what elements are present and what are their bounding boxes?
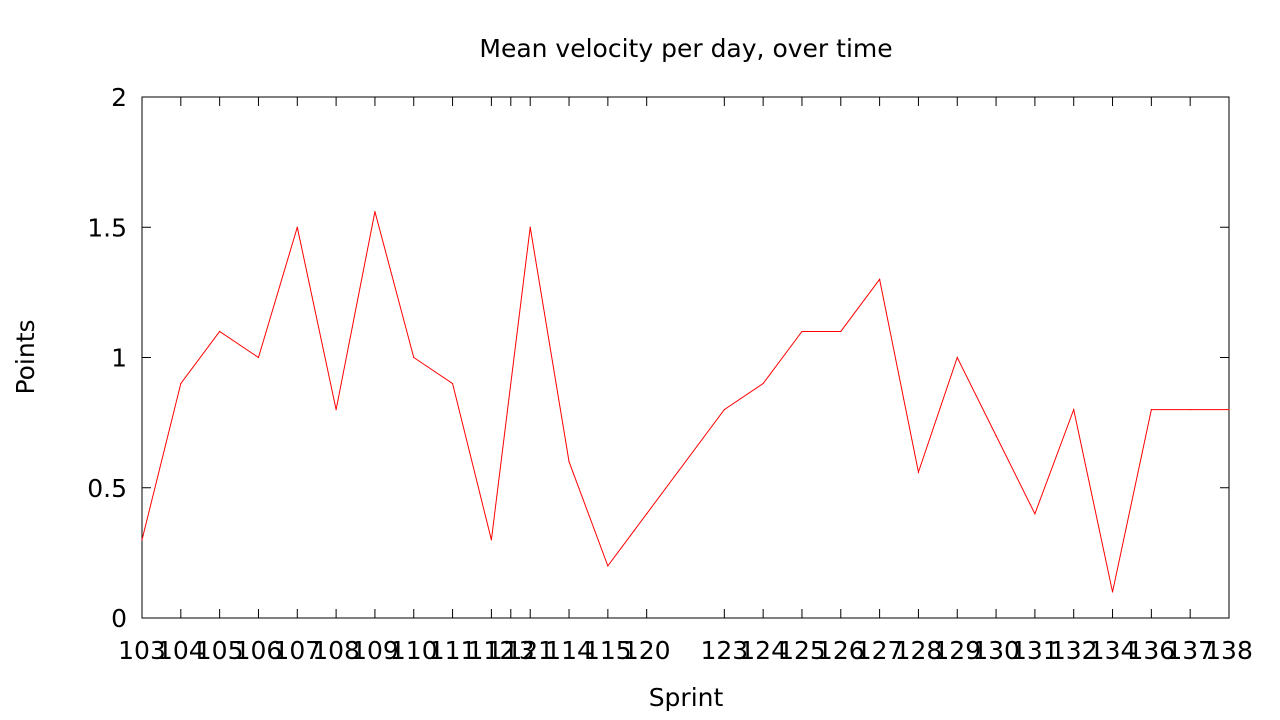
x-tick-label: 112: [468, 636, 516, 665]
data-point: [1228, 409, 1230, 411]
x-tick-label: 126: [817, 636, 865, 665]
x-tick-label: 130: [972, 636, 1020, 665]
data-point: [1111, 591, 1114, 593]
x-tick-label: 109: [351, 636, 399, 665]
x-tick-label: 138: [1205, 636, 1253, 665]
data-point: [180, 382, 182, 385]
x-tick-label: 129: [933, 636, 981, 665]
x-tick-label: 105: [196, 636, 244, 665]
x-tick-label: 113: [487, 636, 535, 665]
data-point: [840, 330, 842, 333]
data-point: [568, 461, 570, 463]
y-tick-label: 1.5: [87, 213, 127, 242]
chart-title: Mean velocity per day, over time: [479, 34, 892, 63]
data-point: [723, 409, 725, 411]
x-tick-label: 108: [312, 636, 360, 665]
x-axis-label: Sprint: [649, 683, 724, 712]
x-tick-label: 111: [429, 636, 477, 665]
x-tick-label: 103: [118, 636, 166, 665]
y-axis-ticks: 0 0.5 1 1.5 2: [87, 83, 1229, 633]
y-tick-label: 2: [111, 83, 127, 112]
x-tick-label: 115: [584, 636, 632, 665]
x-tick-label: 137: [1166, 636, 1214, 665]
x-tick-label: 107: [273, 636, 321, 665]
x-tick-label: 134: [1089, 636, 1137, 665]
data-point: [219, 330, 221, 333]
x-tick-label: 110: [390, 636, 438, 665]
data-point: [1189, 409, 1191, 411]
data-point: [956, 356, 958, 359]
x-tick-label: 121: [506, 636, 554, 665]
data-point: [374, 211, 376, 213]
data-point: [1150, 409, 1152, 411]
data-point: [995, 435, 997, 437]
x-axis-ticks: 1031041051061071081091101111121131211141…: [118, 97, 1253, 665]
x-tick-label: 120: [623, 636, 671, 665]
data-point: [490, 539, 492, 541]
x-tick-label: 104: [157, 636, 205, 665]
data-point: [801, 330, 803, 333]
x-tick-label: 131: [1011, 636, 1059, 665]
y-tick-label: 1: [111, 344, 127, 373]
data-point: [141, 539, 143, 541]
x-tick-label: 125: [778, 636, 826, 665]
data-point: [451, 382, 454, 385]
data-point: [879, 278, 881, 280]
data-point: [1034, 513, 1036, 515]
data-point: [529, 226, 531, 228]
x-tick-label: 106: [235, 636, 283, 665]
x-tick-label: 123: [700, 636, 748, 665]
y-axis-label: Points: [11, 319, 40, 394]
data-point: [335, 409, 337, 411]
data-point: [607, 565, 609, 567]
data-point: [1073, 409, 1075, 411]
data-point: [413, 356, 415, 359]
data-point: [762, 382, 764, 385]
data-point: [257, 356, 260, 359]
x-tick-label: 114: [545, 636, 593, 665]
x-tick-label: 136: [1127, 636, 1175, 665]
y-tick-label: 0: [111, 604, 127, 633]
series-layer: [141, 211, 1230, 593]
series-line-0: [141, 211, 1229, 593]
data-point: [646, 513, 648, 515]
x-tick-label: 132: [1050, 636, 1098, 665]
plot-area-frame: [141, 96, 1230, 619]
y-tick-label: 0.5: [87, 474, 127, 503]
data-point: [917, 471, 920, 473]
x-tick-label: 124: [739, 636, 787, 665]
x-tick-label: 127: [856, 636, 904, 665]
data-point: [296, 226, 298, 228]
x-tick-label: 128: [895, 636, 943, 665]
